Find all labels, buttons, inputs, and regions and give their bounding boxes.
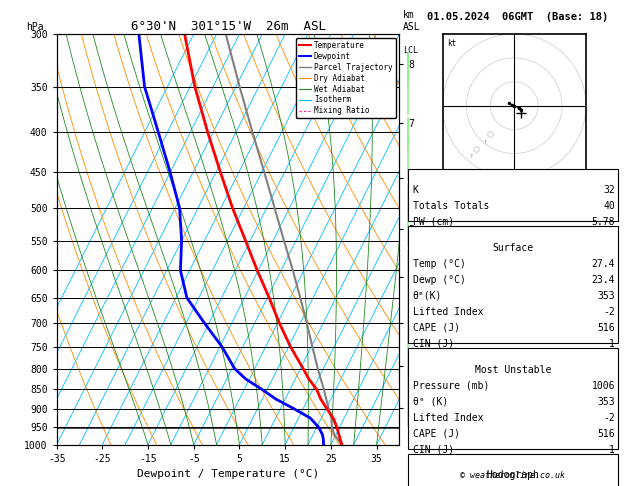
Text: © weatheronline.co.uk: © weatheronline.co.uk bbox=[460, 471, 565, 480]
Text: 23.4: 23.4 bbox=[592, 275, 615, 285]
Text: Dewp (°C): Dewp (°C) bbox=[413, 275, 465, 285]
Text: 353: 353 bbox=[598, 397, 615, 407]
Text: km
ASL: km ASL bbox=[403, 10, 420, 32]
Text: K: K bbox=[413, 185, 418, 195]
Text: 516: 516 bbox=[598, 429, 615, 439]
Text: θᵉ (K): θᵉ (K) bbox=[413, 397, 448, 407]
Text: 353: 353 bbox=[598, 291, 615, 301]
Text: 516: 516 bbox=[598, 323, 615, 333]
Text: CIN (J): CIN (J) bbox=[413, 339, 454, 349]
Text: -2: -2 bbox=[603, 307, 615, 317]
Text: Temp (°C): Temp (°C) bbox=[413, 259, 465, 269]
Text: Most Unstable: Most Unstable bbox=[475, 364, 551, 375]
Text: 5.78: 5.78 bbox=[592, 217, 615, 227]
Text: CAPE (J): CAPE (J) bbox=[413, 429, 460, 439]
Text: Lifted Index: Lifted Index bbox=[413, 307, 483, 317]
Text: Hodograph: Hodograph bbox=[486, 470, 540, 481]
Text: 1: 1 bbox=[610, 445, 615, 455]
Text: CAPE (J): CAPE (J) bbox=[413, 323, 460, 333]
Text: 1006: 1006 bbox=[592, 381, 615, 391]
Text: hPa: hPa bbox=[26, 22, 43, 32]
Text: 32: 32 bbox=[603, 185, 615, 195]
Text: 01.05.2024  06GMT  (Base: 18): 01.05.2024 06GMT (Base: 18) bbox=[426, 12, 608, 22]
Title: 6°30'N  301°15'W  26m  ASL: 6°30'N 301°15'W 26m ASL bbox=[130, 20, 326, 33]
Text: Lifted Index: Lifted Index bbox=[413, 413, 483, 423]
Text: Pressure (mb): Pressure (mb) bbox=[413, 381, 489, 391]
Text: PW (cm): PW (cm) bbox=[413, 217, 454, 227]
Text: ?: ? bbox=[470, 154, 472, 159]
Text: θᵉ(K): θᵉ(K) bbox=[413, 291, 442, 301]
Text: Totals Totals: Totals Totals bbox=[413, 201, 489, 211]
Text: LCL: LCL bbox=[403, 46, 418, 55]
X-axis label: Dewpoint / Temperature (°C): Dewpoint / Temperature (°C) bbox=[137, 469, 319, 479]
Y-axis label: Mixing Ratio (g/kg): Mixing Ratio (g/kg) bbox=[454, 188, 462, 291]
Legend: Temperature, Dewpoint, Parcel Trajectory, Dry Adiabat, Wet Adiabat, Isotherm, Mi: Temperature, Dewpoint, Parcel Trajectory… bbox=[296, 38, 396, 119]
Text: 1: 1 bbox=[610, 339, 615, 349]
Text: CIN (J): CIN (J) bbox=[413, 445, 454, 455]
Text: 27.4: 27.4 bbox=[592, 259, 615, 269]
Text: kt: kt bbox=[447, 39, 457, 48]
Text: Surface: Surface bbox=[493, 243, 533, 253]
Text: ?: ? bbox=[484, 140, 487, 145]
Text: 40: 40 bbox=[603, 201, 615, 211]
Text: -2: -2 bbox=[603, 413, 615, 423]
